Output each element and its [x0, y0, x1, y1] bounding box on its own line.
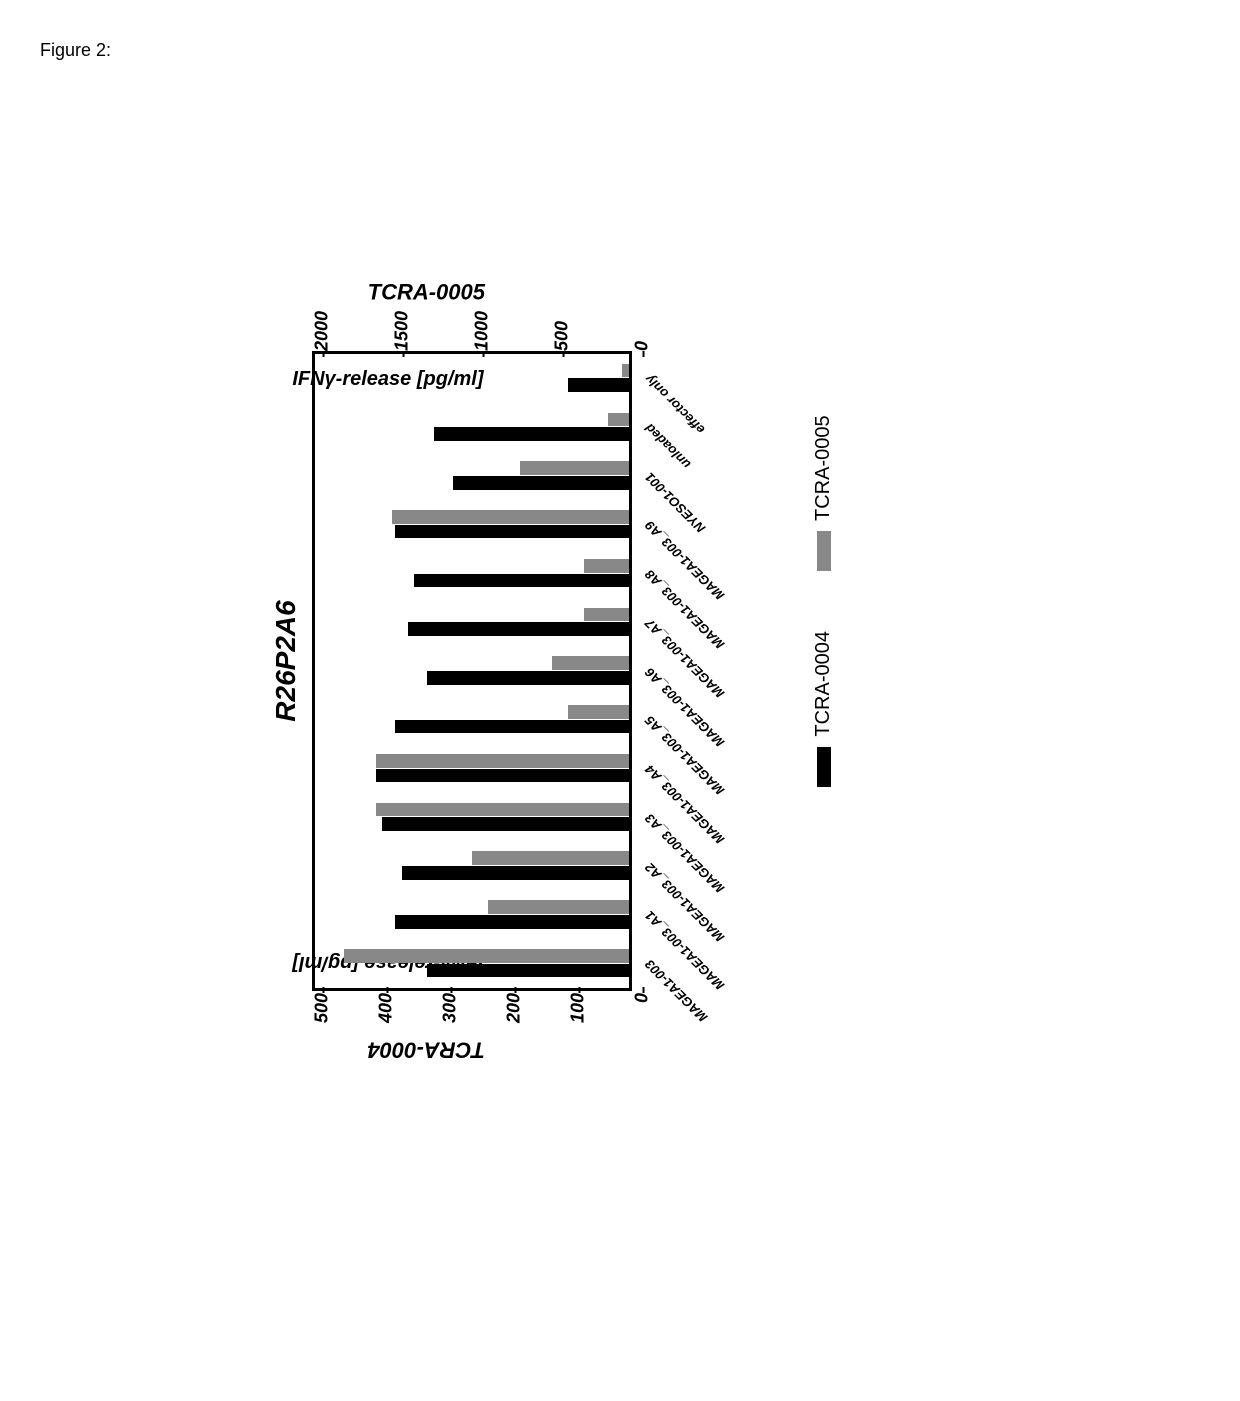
left-tick: 200: [504, 993, 525, 1038]
legend-swatch-tcra0005: [817, 531, 831, 571]
left-axis-title: TCRA-0004: [368, 1036, 485, 1062]
legend-swatch-tcra0004: [817, 747, 831, 787]
left-tick: 500: [312, 993, 333, 1038]
bar-tcra0004: [408, 622, 632, 636]
left-tick: 300: [440, 993, 461, 1038]
chart-title: R26P2A6: [270, 211, 302, 1111]
bar-tcra0005: [568, 705, 632, 719]
bar-tcra0004: [395, 915, 632, 929]
bar-tcra0004: [376, 769, 632, 783]
bar-tcra0004: [402, 866, 632, 880]
bar-tcra0004: [395, 525, 632, 539]
bar-tcra0004: [395, 720, 632, 734]
bar-tcra0005: [520, 461, 632, 475]
bar-group: MAGEA1-003_A1: [312, 890, 632, 939]
legend: TCRA-0004 TCRA-0005: [812, 211, 835, 991]
bar-group: MAGEA1-003_A5: [312, 695, 632, 744]
left-tick: 100: [568, 993, 589, 1038]
bar-group: MAGEA1-003_A4: [312, 744, 632, 793]
bar-group: NYESO1-001: [312, 452, 632, 501]
chart-container: R26P2A6 TCRA-0004 IFNγ-release [pg/ml] T…: [270, 211, 970, 1111]
bar-tcra0005: [552, 656, 632, 670]
bar-tcra0004: [434, 427, 632, 441]
bar-group: MAGEA1-003_A8: [312, 549, 632, 598]
bar-tcra0005: [344, 949, 632, 963]
category-label: unloaded: [642, 421, 693, 472]
bar-group: MAGEA1-003_A2: [312, 842, 632, 891]
left-tick: 0: [632, 993, 653, 1038]
right-axis-title: TCRA-0005: [368, 280, 485, 306]
bar-group: MAGEA1-003: [312, 939, 632, 988]
bar-tcra0004: [427, 671, 632, 685]
bar-group: unloaded: [312, 403, 632, 452]
bar-group: MAGEA1-003_A6: [312, 647, 632, 696]
bar-group: MAGEA1-003_A9: [312, 500, 632, 549]
legend-label: TCRA-0005: [812, 415, 835, 521]
bar-tcra0004: [382, 817, 632, 831]
right-tick: 1500: [392, 296, 413, 351]
bar-tcra0005: [376, 754, 632, 768]
right-tick: 0: [632, 296, 653, 351]
bars-container: MAGEA1-003MAGEA1-003_A1MAGEA1-003_A2MAGE…: [312, 354, 632, 988]
bar-tcra0005: [392, 510, 632, 524]
bar-tcra0004: [427, 964, 632, 978]
bar-group: MAGEA1-003_A7: [312, 598, 632, 647]
bar-tcra0004: [568, 378, 632, 392]
bar-tcra0004: [414, 574, 632, 588]
bar-tcra0005: [584, 559, 632, 573]
bar-tcra0005: [376, 803, 632, 817]
bar-tcra0005: [584, 608, 632, 622]
right-tick: 1000: [472, 296, 493, 351]
legend-label: TCRA-0004: [812, 631, 835, 737]
bar-tcra0004: [453, 476, 632, 490]
plot-area: TCRA-0004 IFNγ-release [pg/ml] TCRA-0005…: [312, 351, 632, 991]
bar-tcra0005: [488, 900, 632, 914]
bar-tcra0005: [472, 851, 632, 865]
right-tick: 500: [552, 296, 573, 351]
legend-item: TCRA-0004: [812, 631, 835, 787]
bar-group: MAGEA1-003_A3: [312, 793, 632, 842]
figure-label: Figure 2:: [40, 40, 1200, 61]
right-tick: 2000: [312, 296, 333, 351]
left-tick: 400: [376, 993, 397, 1038]
legend-item: TCRA-0005: [812, 415, 835, 571]
bar-group: effector only: [312, 354, 632, 403]
